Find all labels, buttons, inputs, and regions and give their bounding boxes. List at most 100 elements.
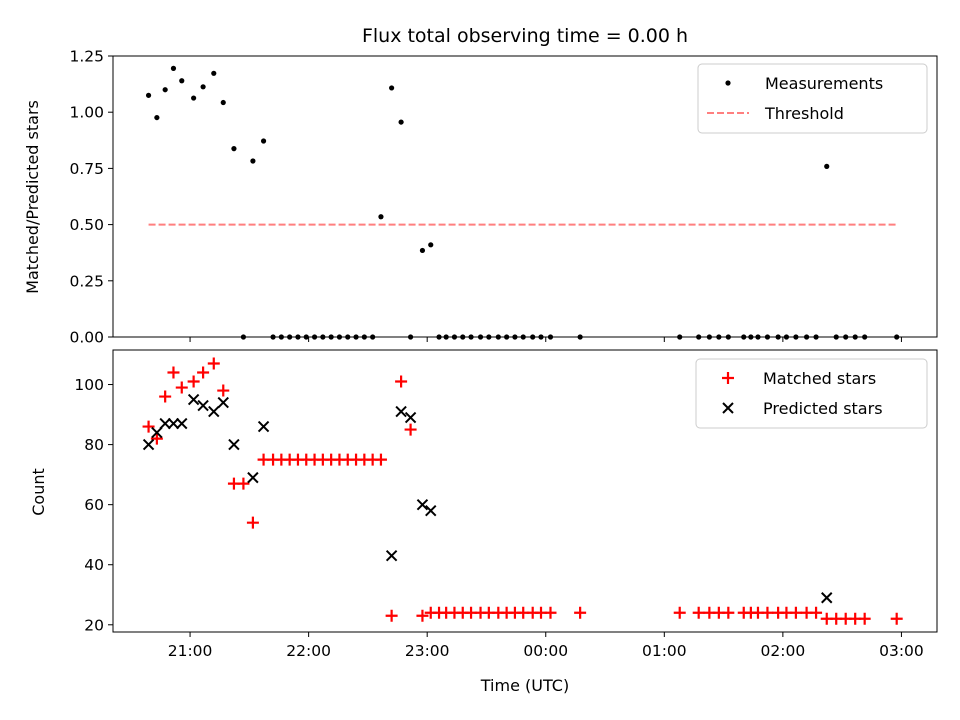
predicted-star-point [167, 417, 180, 430]
legend-measurements-label: Measurements [765, 74, 883, 93]
matched-star-point [385, 609, 398, 622]
predicted-star-point [151, 426, 163, 439]
matched-star-point [810, 606, 823, 619]
measurement-point [231, 146, 237, 152]
bottom-x-tick-label: 22:00 [286, 642, 331, 660]
matched-star-point [142, 420, 155, 433]
top-y-tick-label: 0.25 [69, 272, 104, 290]
measurement-point [428, 242, 434, 248]
bottom-x-tick-label: 00:00 [523, 642, 568, 660]
matched-star-point [246, 516, 259, 529]
predicted-star-point [416, 498, 429, 511]
bottom-legend: Matched stars Predicted stars [695, 358, 928, 429]
measurement-point [260, 138, 267, 144]
measurement-point [179, 78, 185, 84]
measurement-point [162, 87, 168, 93]
matched-star-point [374, 453, 387, 466]
predicted-star-point [208, 405, 220, 418]
top-y-tick-label: 0.00 [69, 329, 104, 347]
bottom-x-axis-label: Time (UTC) [480, 676, 569, 695]
bottom-x-tick-label: 21:00 [168, 642, 213, 660]
predicted-star-point [159, 417, 171, 430]
matched-star-point [217, 384, 230, 397]
bottom-x-tick-label: 03:00 [879, 642, 924, 660]
measurement-point [378, 214, 384, 220]
predicted-star-point [821, 592, 833, 604]
measurement-point [200, 84, 206, 90]
measurement-point [824, 163, 830, 169]
legend-predicted-label: Predicted stars [763, 399, 883, 418]
matched-star-point [858, 612, 871, 625]
legend-measurements-marker [725, 80, 731, 86]
bottom-axes-frame [112, 349, 938, 633]
bottom-y-tick-label: 80 [84, 436, 104, 454]
predicted-star-point [247, 471, 259, 484]
matched-star-point [404, 423, 417, 436]
matched-star-point [175, 381, 188, 394]
measurement-point [250, 158, 256, 164]
measurement-point [389, 85, 395, 91]
top-legend-box [697, 63, 928, 134]
matched-star-point [673, 606, 686, 619]
bottom-y-tick-label: 100 [74, 376, 104, 394]
measurement-point [220, 99, 226, 106]
matched-star-point [722, 606, 735, 619]
top-x-ticks [189, 337, 902, 342]
matched-star-point [395, 375, 408, 388]
top-y-ticks: 0.00 0.25 0.50 0.75 1.00 1.25 [69, 48, 113, 347]
bottom-x-tick-label: 02:00 [761, 642, 806, 660]
measurement-point [191, 95, 197, 101]
bottom-x-ticks: 21:00 22:00 23:00 00:00 01:00 02:00 03:00 [168, 632, 924, 660]
predicted-star-point [142, 438, 155, 451]
bottom-y-tick-label: 60 [84, 496, 104, 514]
matched-star-point [692, 606, 705, 619]
matched-star-point [237, 477, 250, 490]
matched-star-point [197, 366, 210, 379]
top-panel: Flux total observing time = 0.00 h Match… [23, 25, 938, 347]
top-y-tick-label: 0.50 [69, 216, 104, 234]
matched-star-point [150, 432, 163, 445]
matched-star-point [789, 606, 802, 619]
top-axes-frame [112, 55, 938, 338]
legend-matched-label: Matched stars [763, 369, 876, 388]
matched-star-point [207, 357, 220, 370]
bottom-marks [142, 357, 903, 625]
measurement-point [419, 247, 426, 254]
bottom-y-tick-label: 20 [84, 616, 104, 634]
measurement-point [145, 92, 152, 98]
matched-star-point [187, 375, 200, 388]
predicted-star-point [197, 399, 209, 412]
predicted-star-point [404, 411, 417, 424]
measurement-point [398, 119, 404, 125]
bottom-y-tick-label: 40 [84, 556, 104, 574]
predicted-star-point [257, 420, 270, 433]
matched-star-point [544, 606, 557, 619]
matched-star-point [416, 609, 429, 622]
matched-star-point [167, 366, 180, 379]
top-y-tick-label: 1.25 [69, 48, 104, 66]
measurement-point [170, 65, 177, 71]
matched-star-point [890, 612, 903, 625]
predicted-star-point [385, 550, 398, 562]
predicted-star-point [395, 405, 407, 418]
bottom-y-ticks: 20 40 60 80 100 [74, 376, 113, 634]
predicted-star-point [176, 417, 188, 430]
top-y-tick-label: 0.75 [69, 160, 104, 178]
predicted-star-point [425, 504, 437, 517]
predicted-star-point [187, 393, 200, 406]
measurement-point [211, 70, 217, 76]
legend-predicted-marker [722, 402, 734, 414]
top-chart-title: Flux total observing time = 0.00 h [362, 25, 688, 47]
matched-star-point [574, 606, 587, 619]
legend-matched-marker [722, 372, 734, 384]
top-legend: Measurements Threshold [697, 63, 928, 134]
bottom-x-tick-label: 23:00 [405, 642, 450, 660]
bottom-y-axis-label: Count [29, 468, 48, 516]
predicted-star-point [217, 396, 229, 409]
predicted-star-point [228, 438, 240, 451]
top-y-tick-label: 1.00 [69, 104, 104, 122]
matched-star-point [761, 606, 774, 619]
bottom-x-tick-label: 01:00 [642, 642, 687, 660]
